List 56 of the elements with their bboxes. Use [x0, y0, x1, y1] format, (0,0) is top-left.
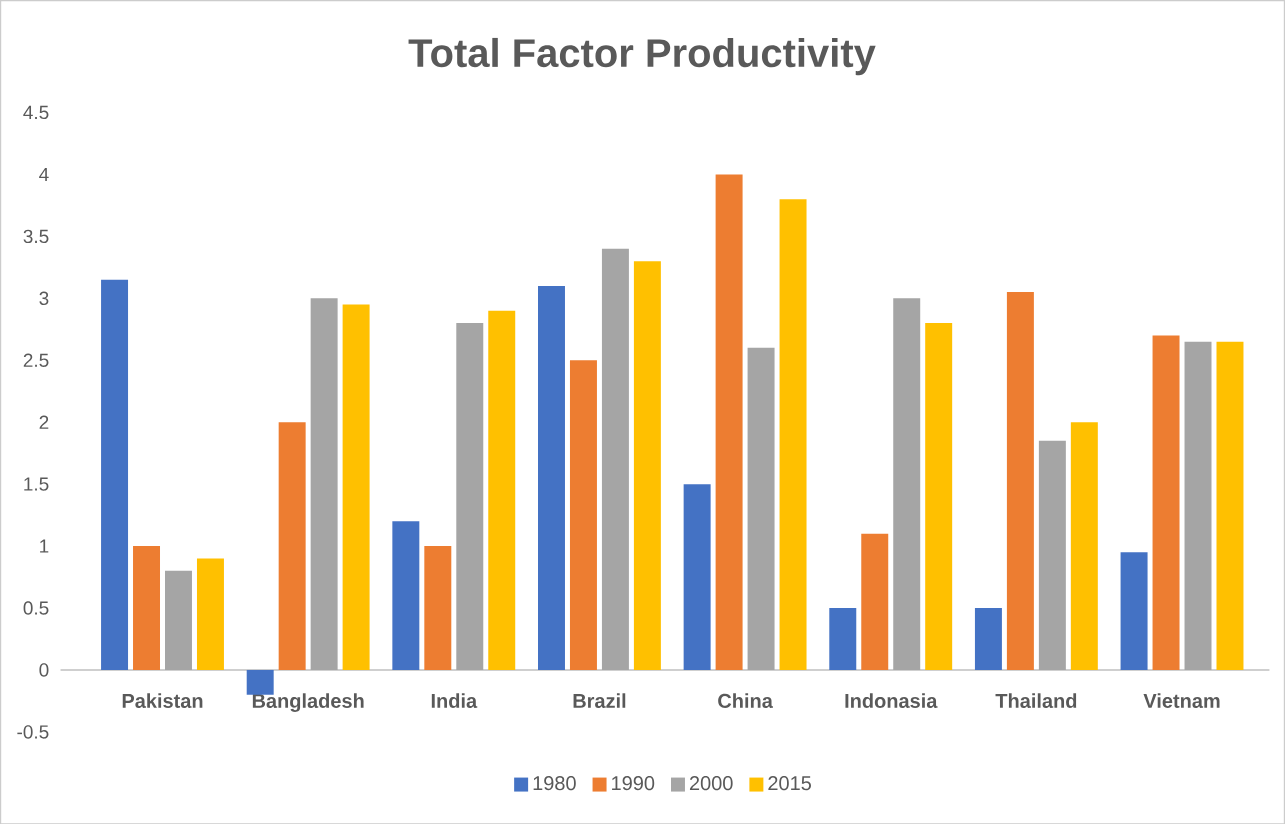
bar: [133, 545, 161, 670]
legend-label: 1990: [612, 775, 655, 791]
legend-label: 2000: [689, 775, 733, 791]
chart-title: Total Factor Productivity: [408, 37, 876, 75]
bar: [974, 607, 1002, 670]
y-tick-label: 0.5: [23, 601, 49, 615]
bar: [633, 260, 661, 670]
y-tick-label: 2.5: [23, 353, 49, 367]
x-tick-label: China: [718, 693, 773, 708]
bar: [925, 322, 953, 670]
bar: [196, 558, 224, 670]
y-tick-label: 1: [40, 539, 49, 553]
x-tick-label: Vietnam: [1143, 693, 1220, 708]
y-tick-label: 4: [39, 167, 49, 181]
x-tick-label: India: [431, 693, 478, 708]
bar: [893, 298, 921, 670]
bar: [1152, 335, 1180, 670]
y-tick-label: 0: [39, 663, 49, 677]
bar: [1070, 422, 1098, 670]
bar: [779, 199, 807, 670]
bar: [538, 285, 565, 670]
bar: [392, 521, 420, 670]
bar: [165, 570, 192, 670]
bar: [424, 545, 452, 670]
bar: [683, 483, 711, 670]
bar: [246, 669, 274, 695]
y-tick-label: -0.5: [17, 724, 49, 739]
y-tick-label: 1.5: [24, 477, 49, 491]
bar: [1216, 341, 1244, 670]
bar: [1184, 341, 1212, 670]
x-tick-label: Brazil: [573, 693, 626, 708]
bar: [569, 360, 597, 670]
y-tick-label: 4.5: [23, 105, 49, 119]
y-tick-label: 2: [39, 415, 49, 429]
bar: [342, 304, 370, 670]
bar: [1038, 440, 1066, 670]
bar: [1006, 291, 1034, 670]
x-tick-label: Pakistan: [122, 693, 203, 708]
legend-label: 1980: [533, 775, 576, 791]
bar: [488, 310, 516, 670]
y-tick-label: 3: [39, 291, 49, 305]
bar: [278, 422, 306, 670]
legend-label: 2015: [768, 775, 811, 791]
bar: [101, 279, 129, 670]
bar: [310, 298, 338, 670]
x-tick-label: Bangladesh: [252, 693, 364, 712]
x-tick-label: Thailand: [995, 693, 1077, 708]
bar: [747, 347, 775, 670]
x-tick-label: Indonasia: [845, 693, 938, 708]
bar: [829, 607, 857, 670]
bar: [456, 322, 484, 670]
y-tick-label: 3.5: [23, 229, 49, 243]
bar: [601, 248, 629, 670]
bar: [715, 174, 743, 670]
bar: [1120, 552, 1148, 670]
bar: [861, 533, 889, 670]
